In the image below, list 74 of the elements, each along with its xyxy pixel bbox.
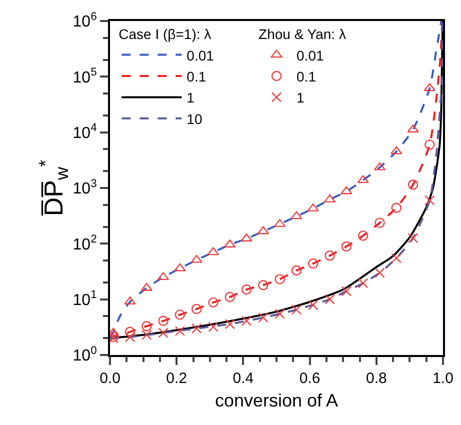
point <box>241 316 252 326</box>
point <box>158 316 168 326</box>
point <box>408 232 418 244</box>
point <box>341 241 352 252</box>
point <box>224 318 235 330</box>
point <box>358 278 368 288</box>
x-tick-label: 0.8 <box>366 370 387 387</box>
point <box>307 203 319 212</box>
point <box>174 263 186 272</box>
legend-label: 1 <box>186 90 195 106</box>
point <box>358 230 368 241</box>
x-axis-title: conversion of A <box>214 390 338 411</box>
point <box>274 218 286 227</box>
legend-title: Case I (β=1): λ <box>118 26 212 42</box>
y-tick-label: 10$^{4}$ <box>72 122 97 142</box>
point <box>208 297 218 308</box>
point <box>340 186 352 194</box>
point <box>274 308 285 319</box>
point <box>124 332 136 342</box>
point <box>374 218 385 228</box>
point <box>424 83 436 92</box>
y-tick-label: 10$^{2}$ <box>72 234 97 254</box>
point <box>274 274 285 284</box>
point <box>257 226 269 234</box>
point <box>424 195 435 206</box>
point <box>142 330 152 340</box>
legend-label: 0.1 <box>296 68 316 84</box>
point <box>142 321 152 332</box>
point <box>140 282 152 291</box>
y-tick-label: 10$^{1}$ <box>72 289 97 309</box>
point <box>191 323 202 334</box>
point <box>174 326 186 336</box>
point <box>241 284 252 295</box>
y-tick-label: 10$^{5}$ <box>72 66 97 86</box>
point <box>374 268 385 278</box>
point <box>324 294 335 304</box>
point <box>258 280 268 290</box>
y-tick-label: 10$^{3}$ <box>72 178 97 198</box>
legend-label: 0.01 <box>296 47 324 64</box>
point <box>391 202 402 213</box>
point <box>291 265 302 276</box>
y-tick-label: 10$^{6}$ <box>72 10 97 31</box>
point <box>224 292 235 302</box>
annotation: Zhou & Yan: λ <box>258 26 346 42</box>
point <box>424 140 435 150</box>
point <box>240 234 252 242</box>
point <box>408 180 418 190</box>
y-tick-label: 10$^{0}$ <box>72 344 97 365</box>
legend-label: 1 <box>296 90 305 106</box>
point <box>158 328 168 338</box>
x-tick-label: 0.4 <box>232 370 254 387</box>
legend-label: 10 <box>186 110 202 127</box>
point <box>124 326 136 337</box>
x-tick-label: 0.2 <box>166 370 188 387</box>
point <box>357 175 369 184</box>
point <box>190 254 202 263</box>
point <box>191 304 202 314</box>
point <box>290 211 302 220</box>
point <box>324 250 335 261</box>
point <box>174 310 186 320</box>
point <box>308 300 318 310</box>
x-tick-label: 1.0 <box>432 370 454 387</box>
legend-label: 0.01 <box>186 47 214 64</box>
point <box>341 286 352 296</box>
x-tick-label: 0.0 <box>100 370 120 387</box>
point <box>208 322 218 332</box>
point <box>308 258 318 269</box>
point <box>391 253 402 264</box>
legend-label: 0.1 <box>186 68 206 84</box>
point <box>390 146 402 154</box>
point <box>258 312 268 323</box>
point <box>291 304 302 315</box>
x-tick-label: 0.6 <box>299 370 320 387</box>
point <box>407 124 419 132</box>
